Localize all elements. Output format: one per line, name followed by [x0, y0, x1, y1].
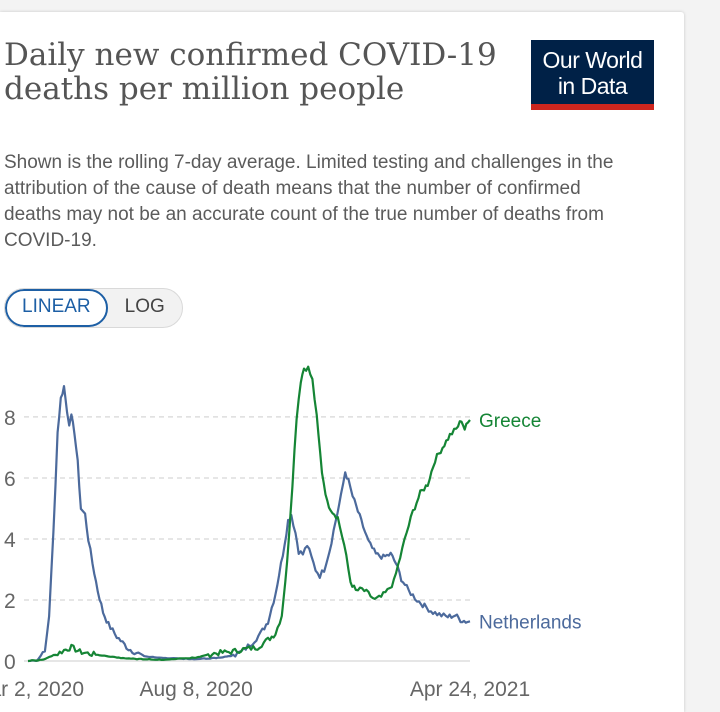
y-tick-label: 0 — [4, 651, 16, 674]
y-tick-label: 2 — [4, 590, 16, 613]
series-labels: Netherlands Greece — [479, 411, 581, 633]
owid-logo[interactable]: Our World in Data — [531, 40, 654, 110]
x-tick-label: Mar 2, 2020 — [0, 678, 84, 701]
series-label-netherlands[interactable]: Netherlands — [479, 612, 581, 633]
grid-lines — [24, 416, 470, 662]
chart-subtitle: Shown is the rolling 7-day average. Limi… — [4, 152, 614, 251]
series-label-greece[interactable]: Greece — [479, 411, 541, 432]
logo-line-2: in Data — [557, 73, 628, 99]
series-line-netherlands[interactable] — [27, 385, 471, 663]
y-tick-label: 4 — [4, 529, 16, 552]
series-line-greece[interactable] — [27, 365, 471, 663]
y-tick-label: 6 — [4, 468, 16, 491]
log-scale-button[interactable]: LOG — [124, 296, 165, 317]
logo-line-1: Our World — [542, 47, 643, 73]
linear-scale-button[interactable]: LINEAR — [5, 289, 108, 327]
chart-card — [0, 12, 684, 712]
x-axis-ticks: Mar 2, 2020 Aug 8, 2020 Apr 24, 2021 — [0, 678, 530, 701]
scale-toggle: LINEAR LOG — [4, 288, 183, 328]
chart-title: Daily new confirmed COVID-19 deaths per … — [4, 37, 497, 107]
x-tick-label: Aug 8, 2020 — [139, 678, 252, 701]
series-lines — [27, 365, 471, 663]
y-axis-ticks: 0 2 4 6 8 — [4, 407, 16, 674]
x-tick-label: Apr 24, 2021 — [410, 678, 530, 701]
logo-red-bar — [531, 104, 654, 110]
y-tick-label: 8 — [4, 407, 16, 430]
